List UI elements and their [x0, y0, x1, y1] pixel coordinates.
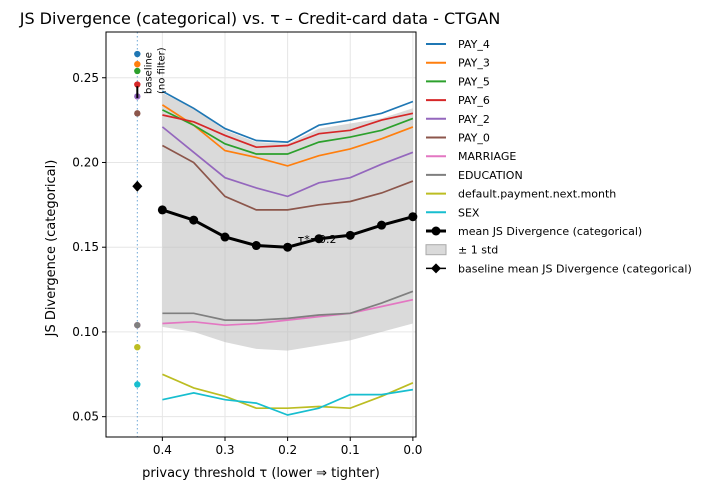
legend-label-PAY_6: PAY_6	[458, 94, 490, 107]
mean-point	[189, 215, 199, 225]
mean-point	[251, 241, 261, 251]
legend-label-PAY_3: PAY_3	[458, 57, 490, 70]
series-line-PAY_3	[161, 104, 414, 167]
legend-label-PAY_5: PAY_5	[458, 75, 490, 88]
x-tick-label: 0.0	[403, 443, 422, 457]
series-line-MARRIAGE	[162, 298, 414, 327]
y-tick-label: 0.05	[72, 410, 99, 424]
legend-label-std: ± 1 std	[458, 244, 498, 257]
x-axis-label: privacy threshold τ (lower ⇒ tighter)	[142, 466, 380, 481]
mean-point	[377, 220, 387, 230]
series-line-EDUCATION	[162, 290, 414, 321]
mean-point	[345, 230, 355, 240]
x-tick-label: 0.2	[278, 443, 297, 457]
plot-frame	[105, 31, 417, 438]
mean-line: τ*=0.2	[157, 205, 418, 252]
legend-label-baseline: baseline mean JS Divergence (categorical…	[458, 262, 692, 275]
std-band	[162, 93, 413, 351]
baseline-mean-marker	[132, 180, 143, 192]
series-line-PAY_2	[161, 126, 414, 198]
baseline-point-PAY_4	[134, 50, 141, 58]
chart-title: JS Divergence (categorical) vs. τ – Cred…	[19, 9, 501, 28]
x-tick-label: 0.1	[341, 443, 360, 457]
baseline-markers: baseline (no filter)	[132, 32, 167, 437]
mean-point	[220, 232, 230, 242]
mean-point	[283, 242, 293, 252]
axes: 0.4 0.3 0.2 0.1 0.0 0.05 0.10 0.15 0.20 0.25	[72, 31, 422, 457]
y-tick-label: 0.10	[72, 325, 99, 339]
legend-label-EDUCATION: EDUCATION	[458, 169, 523, 182]
x-tick-label: 0.3	[215, 443, 234, 457]
baseline-point-default.payment.next.month	[134, 343, 141, 351]
baseline-label-sub: (no filter)	[156, 47, 167, 94]
legend-marker-baseline	[431, 263, 441, 274]
legend-label-default.payment.next.month: default.payment.next.month	[458, 188, 616, 201]
legend-marker-mean	[431, 226, 441, 236]
baseline-point-PAY_5	[134, 67, 141, 75]
baseline-point-PAY_6	[134, 81, 141, 88]
baseline-point-SEX	[134, 381, 141, 388]
series-line-PAY_6	[162, 112, 414, 149]
series-line-SEX	[162, 388, 414, 416]
legend-label-mean: mean JS Divergence (categorical)	[458, 225, 642, 238]
mean-point	[157, 205, 167, 215]
baseline-point-EDUCATION	[134, 321, 141, 329]
legend-label-PAY_2: PAY_2	[458, 113, 490, 126]
series-line-default.payment.next.month	[162, 373, 414, 410]
mean-point	[408, 212, 418, 222]
y-tick-label: 0.20	[72, 155, 99, 169]
legend-label-PAY_0: PAY_0	[458, 132, 490, 145]
series-line-PAY_0	[161, 144, 414, 211]
tau-star-annotation: τ*=0.2	[298, 233, 337, 246]
legend: PAY_4 PAY_3 PAY_5 PAY_6 PAY_2 PAY_0 MARRIAGE ED…	[425, 38, 692, 275]
baseline-point-PAY_3	[134, 60, 141, 68]
legend-label-PAY_4: PAY_4	[458, 38, 490, 51]
legend-swatch-std	[425, 244, 447, 256]
y-axis-label: JS Divergence (categorical)	[44, 160, 59, 338]
y-tick-label: 0.25	[72, 71, 99, 85]
legend-label-SEX: SEX	[458, 206, 480, 219]
std-band-area	[162, 93, 413, 351]
series-line-PAY_5	[162, 109, 414, 155]
mean-point	[314, 234, 324, 244]
x-tick-label: 0.4	[153, 443, 172, 457]
y-tick-label: 0.15	[72, 240, 99, 254]
baseline-label: baseline	[143, 52, 154, 94]
series-lines	[161, 90, 414, 416]
baseline-point-PAY_0	[134, 110, 141, 117]
series-line-PAY_4	[161, 90, 414, 143]
legend-label-MARRIAGE: MARRIAGE	[458, 150, 516, 163]
